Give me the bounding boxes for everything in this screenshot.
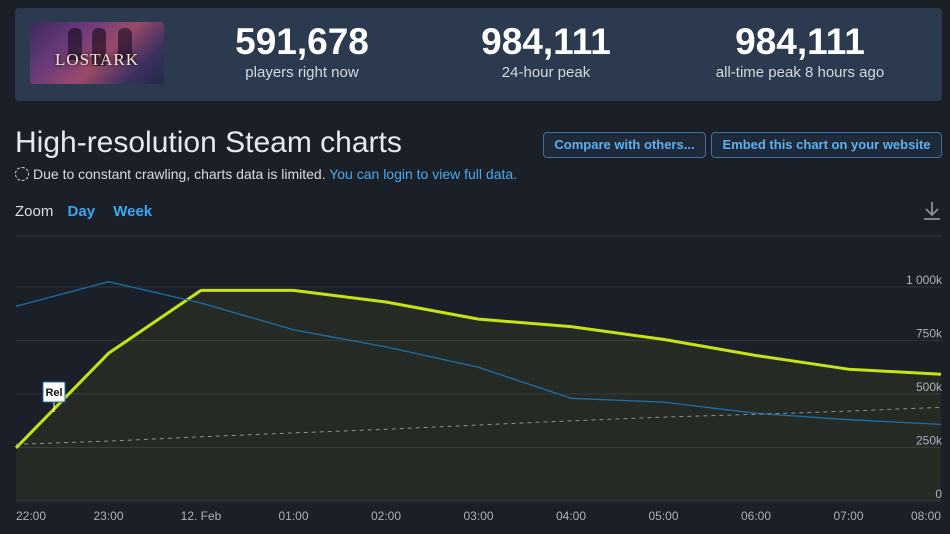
stat-24h-peak: 984,111 24-hour peak [446,21,646,82]
x-tick-label: 04:00 [556,509,586,523]
zoom-label: Zoom [15,203,54,220]
y-tick-label: 0 [935,487,942,501]
zoom-controls: Zoom Day Week [15,203,166,220]
annotation-flag[interactable] [42,381,66,403]
stats-bar: LOSTARK 591,678 players right now 984,11… [15,8,942,101]
players-area [16,290,941,501]
page-title: High-resolution Steam charts [15,126,402,159]
logo-text: LOSTARK [54,50,140,69]
x-tick-label: 08:00 [911,509,941,523]
zoom-week-button[interactable]: Week [113,203,153,220]
download-icon[interactable] [921,200,943,222]
notice-text: Due to constant crawling, charts data is… [33,166,326,182]
x-tick-label: 23:00 [93,509,123,523]
y-tick-label: 500k [916,380,943,394]
stat-current-players: 591,678 players right now [202,21,402,82]
logo-figure [118,28,132,60]
x-tick-label: 07:00 [833,509,863,523]
stat-label: players right now [245,64,359,81]
x-tick-label: 02:00 [371,509,401,523]
y-tick-label: 1 000k [906,273,943,287]
player-chart: 0 250k 500k 750k 1 000k 22:00 23:00 12. Feb 01:… [14,235,943,523]
stat-value: 984,111 [735,21,865,62]
data-limit-notice: Due to constant crawling, charts data is… [15,166,517,182]
trend-line [15,406,942,445]
y-tick-label: 750k [916,327,943,341]
x-tick-label: 01:00 [278,509,308,523]
players-line [14,288,942,449]
loading-spinner-icon [15,167,29,181]
stat-label: all-time peak 8 hours ago [715,64,885,81]
stat-label: 24-hour peak [501,64,591,81]
x-tick-label: 03:00 [463,509,493,523]
stat-value: 591,678 [235,21,369,62]
annotation-label: Rel [45,387,62,399]
zoom-day-button[interactable]: Day [67,203,96,220]
logo-figure [68,28,82,60]
stat-value: 984,111 [481,21,611,62]
logo-figure [92,28,106,66]
stat-all-time-peak: 984,111 all-time peak 8 hours ago [690,21,910,82]
x-tick-label: 05:00 [648,509,678,523]
y-tick-label: 250k [916,434,943,448]
x-tick-label: 06:00 [741,509,771,523]
x-tick-label: 12. Feb [181,509,222,523]
x-tick-label: 22:00 [16,509,46,523]
embed-chart-button[interactable]: Embed this chart on your website [711,132,942,158]
game-logo[interactable]: LOSTARK [30,22,164,84]
compare-button[interactable]: Compare with others... [543,132,706,158]
twitch-line [15,281,942,426]
login-link[interactable]: You can login to view full data. [329,166,518,182]
